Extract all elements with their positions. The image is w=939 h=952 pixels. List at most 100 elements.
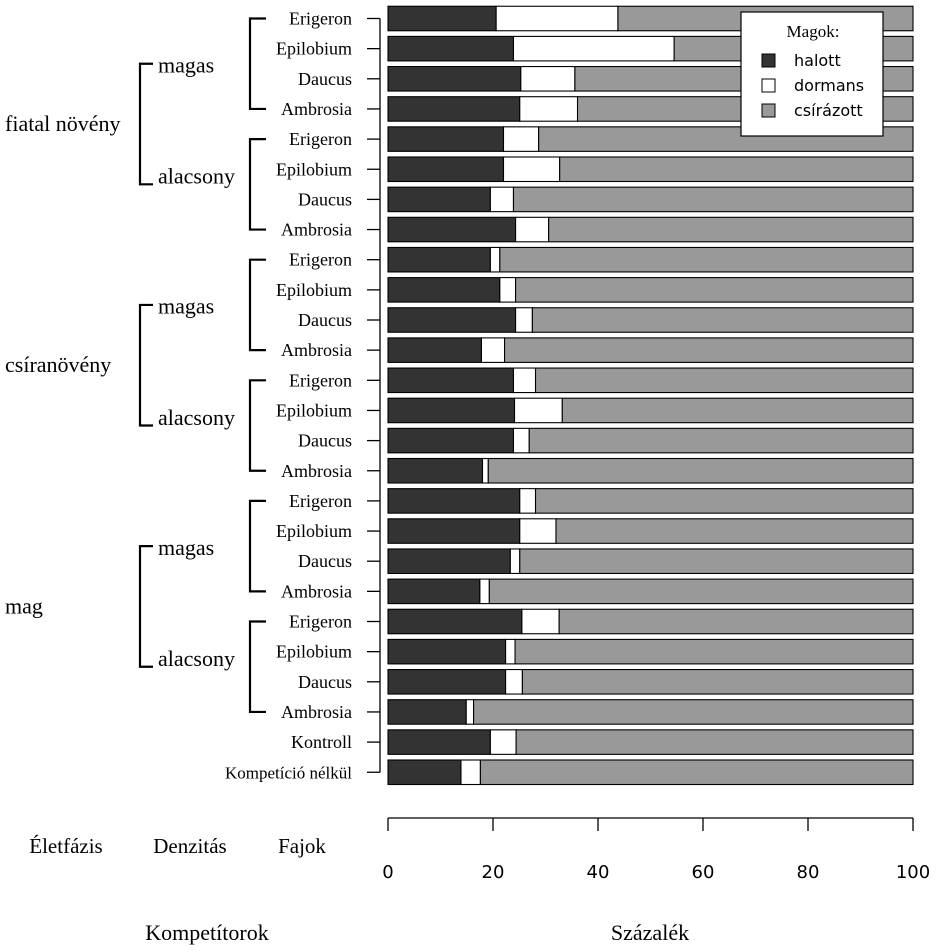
x-axis-label: Százalék: [611, 920, 689, 945]
bar-segment-csirazott-19: [488, 578, 914, 605]
bar-segment-dormans-19: [479, 578, 490, 605]
bar-segment-dormans-12: [512, 367, 537, 394]
bar-segment-csirazott-24: [515, 729, 914, 755]
bar-segment-dormans-14: [512, 427, 530, 454]
bar-segment-halott-2: [387, 66, 522, 92]
x-tick-label-20: 20: [482, 862, 505, 883]
y-tick-label-daucus-22: Daucus: [298, 672, 352, 692]
density-label-fiatal-noveny-alacsony: alacsony: [158, 164, 235, 189]
bar-segment-csirazott-7: [548, 216, 914, 243]
y-tick-label-erigeron-20: Erigeron: [289, 612, 352, 632]
group-brackets: magas alacsony fiatal növény magas alacsony c…: [5, 17, 266, 714]
bar-segment-halott-13: [387, 397, 516, 424]
bar-segment-dormans-0: [495, 5, 619, 32]
density-bracket-csiranoveny-alacsony: [248, 379, 266, 472]
column-header-density: Denzitás: [153, 834, 226, 858]
bar-segment-csirazott-16: [534, 488, 914, 514]
density-label-mag-magas: magas: [158, 535, 214, 560]
bar-segment-halott-21: [387, 638, 507, 665]
y-tick-label-kompeticio-nelkul-25: Kompetíció nélkül: [225, 763, 352, 782]
density-bracket-mag-alacsony: [248, 620, 266, 714]
bar-segment-dormans-5: [502, 156, 561, 183]
bar-segment-dormans-23: [465, 699, 475, 725]
bar-segment-csirazott-6: [512, 186, 914, 213]
bar-segment-dormans-21: [505, 638, 516, 665]
y-tick-label-ambrosia-15: Ambrosia: [281, 461, 352, 481]
y-tick-label-erigeron-0: Erigeron: [289, 9, 352, 29]
x-axis: 0 20 40 60 80 100: [382, 817, 930, 883]
bar-segment-dormans-18: [509, 548, 521, 575]
density-label-csiranoveny-magas: magas: [158, 294, 214, 319]
y-tick-label-epilobium-17: Epilobium: [276, 521, 352, 541]
bar-segment-halott-10: [387, 307, 517, 333]
bar-segment-dormans-22: [505, 668, 523, 695]
phase-label-fiatal-noveny: fiatal növény: [5, 111, 120, 136]
density-bracket-csiranoveny-magas: [248, 258, 266, 352]
bar-segment-halott-9: [387, 277, 501, 303]
bar-segment-csirazott-9: [515, 277, 914, 303]
bar-segment-dormans-1: [512, 35, 675, 62]
bar-segment-dormans-16: [519, 488, 537, 514]
bar-segment-csirazott-11: [503, 337, 914, 363]
bar-segment-csirazott-22: [521, 668, 914, 695]
phase-bracket-fiatal-noveny: [138, 62, 153, 186]
bar-segment-dormans-3: [519, 96, 579, 122]
phase-bracket-csiranoveny: [138, 303, 153, 427]
phase-label-csiranoveny: csíranövény: [5, 352, 111, 377]
bar-segment-halott-15: [387, 457, 484, 484]
bar-segment-dormans-2: [520, 66, 576, 92]
bar-segment-dormans-13: [513, 397, 563, 424]
bar-segment-halott-16: [387, 488, 521, 514]
bar-segment-csirazott-5: [559, 156, 914, 183]
y-tick-label-ambrosia-3: Ambrosia: [281, 99, 352, 119]
column-header-species: Fajok: [278, 834, 326, 858]
bar-segment-dormans-15: [481, 457, 489, 484]
bar-segment-dormans-6: [489, 186, 515, 213]
bar-segment-halott-12: [387, 367, 515, 394]
bar-segment-csirazott-10: [531, 307, 914, 333]
legend-swatch-halott: [761, 53, 776, 68]
bar-segment-dormans-17: [519, 518, 557, 544]
legend-label-csirazott: csírázott: [794, 101, 863, 120]
density-bracket-mag-magas: [248, 499, 266, 593]
bar-segment-halott-7: [387, 216, 517, 243]
y-tick-label-epilobium-13: Epilobium: [276, 400, 352, 420]
y-tick-label-daucus-14: Daucus: [298, 431, 352, 451]
bar-segment-halott-3: [387, 96, 521, 122]
y-tick-label-epilobium-9: Epilobium: [276, 280, 352, 300]
y-tick-label-epilobium-1: Epilobium: [276, 39, 352, 59]
y-tick-label-erigeron-8: Erigeron: [289, 250, 352, 270]
bar-segment-dormans-10: [515, 307, 533, 333]
bar-segment-csirazott-12: [534, 367, 914, 394]
density-label-mag-alacsony: alacsony: [158, 646, 235, 671]
density-bracket-fiatal-noveny-magas: [248, 17, 266, 111]
bar-segment-dormans-20: [521, 608, 560, 635]
legend: Magok: halott dormans csírázott: [740, 11, 884, 137]
bar-segment-halott-20: [387, 608, 523, 635]
density-label-csiranoveny-alacsony: alacsony: [158, 405, 235, 430]
bar-segment-halott-6: [387, 186, 491, 213]
y-tick-label-ambrosia-23: Ambrosia: [281, 702, 352, 722]
bar-segment-dormans-11: [480, 337, 506, 363]
left-axis-label: Kompetítorok: [145, 920, 268, 945]
y-axis: Erigeron Epilobium Daucus Ambrosia Erigeron E…: [225, 9, 381, 782]
legend-title: Magok:: [787, 22, 840, 41]
column-header-phase: Életfázis: [29, 834, 102, 858]
y-tick-label-ambrosia-7: Ambrosia: [281, 220, 352, 240]
bar-segment-dormans-8: [489, 246, 501, 273]
bar-segment-csirazott-20: [558, 608, 914, 635]
bar-segment-halott-19: [387, 578, 481, 605]
bar-segment-halott-25: [387, 759, 462, 786]
bar-segment-dormans-4: [502, 126, 540, 152]
y-tick-label-daucus-18: Daucus: [298, 551, 352, 571]
bar-segment-halott-23: [387, 699, 467, 725]
x-tick-label-100: 100: [896, 862, 930, 883]
y-tick-label-epilobium-5: Epilobium: [276, 159, 352, 179]
y-tick-label-erigeron-16: Erigeron: [289, 491, 352, 511]
bar-segment-halott-17: [387, 518, 521, 544]
density-bracket-fiatal-noveny-alacsony: [248, 138, 266, 231]
legend-swatch-csirazott: [761, 103, 776, 118]
x-tick-label-80: 80: [797, 862, 820, 883]
bar-segment-csirazott-8: [499, 246, 914, 273]
